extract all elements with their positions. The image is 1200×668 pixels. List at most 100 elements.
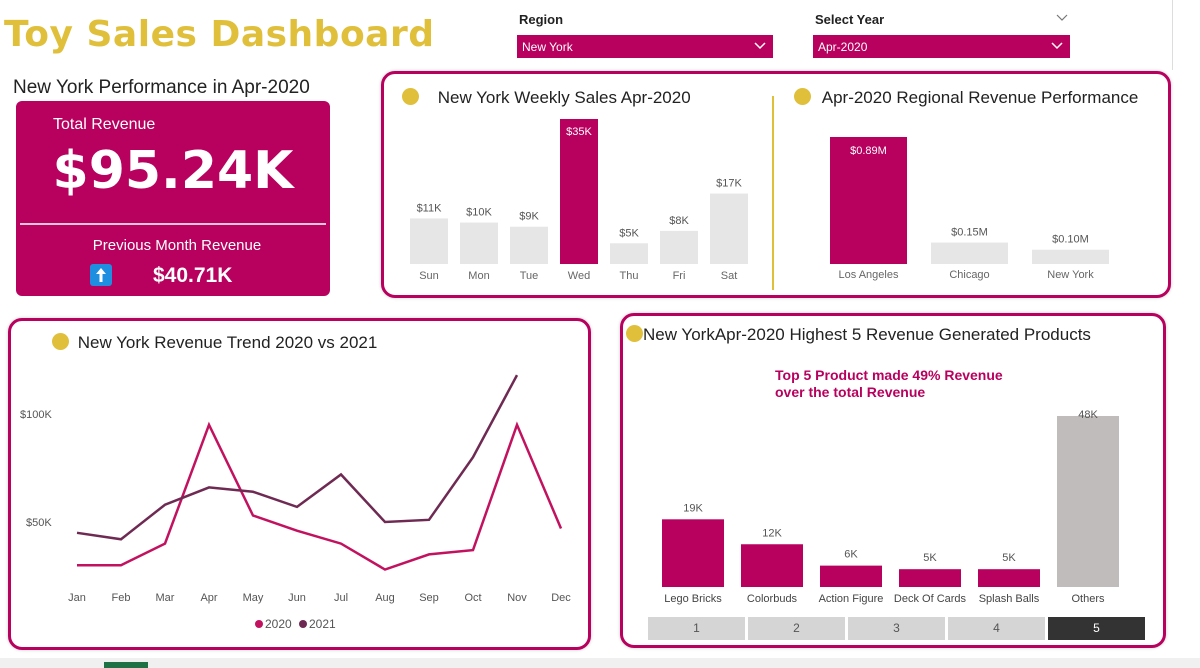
product-bar-label: 19K bbox=[683, 502, 703, 514]
weekly-x-label: Thu bbox=[620, 270, 639, 282]
arrow-up-icon bbox=[90, 264, 112, 286]
weekly-x-label: Fri bbox=[673, 270, 686, 282]
product-bar-label: 6K bbox=[844, 549, 858, 561]
weekly-x-label: Mon bbox=[468, 270, 489, 282]
product-bar-label: 5K bbox=[1002, 552, 1016, 564]
year-slicer-label: Select Year bbox=[815, 12, 885, 27]
top5-note: Top 5 Product made 49% Revenue over the … bbox=[775, 367, 1003, 401]
trend-x-label: Jun bbox=[288, 592, 306, 604]
chevron-down-icon bbox=[1051, 42, 1063, 50]
product-bar-label: 12K bbox=[762, 527, 782, 539]
year-dropdown[interactable]: Apr-2020 bbox=[813, 35, 1070, 58]
product-bar[interactable] bbox=[741, 544, 803, 587]
pager-page-5[interactable]: 5 bbox=[1048, 617, 1145, 640]
trend-series-line[interactable] bbox=[76, 374, 519, 541]
weekly-bar[interactable] bbox=[460, 222, 498, 264]
weekly-x-label: Sat bbox=[721, 270, 738, 282]
performance-title: New York Performance in Apr-2020 bbox=[13, 77, 310, 98]
dashboard-title: Toy Sales Dashboard bbox=[4, 14, 435, 55]
trend-x-label: Aug bbox=[375, 592, 395, 604]
pager-page-3[interactable]: 3 bbox=[848, 617, 945, 640]
total-revenue-label: Total Revenue bbox=[53, 116, 156, 133]
total-revenue-value: $95.24K bbox=[52, 141, 294, 201]
previous-month-value: $40.71K bbox=[153, 264, 233, 287]
page-tab-active[interactable] bbox=[104, 662, 148, 668]
weekly-chart-title: New York Weekly Sales Apr-2020 bbox=[402, 88, 691, 108]
product-bar-label: 5K bbox=[923, 552, 937, 564]
regional-x-label: New York bbox=[1047, 269, 1094, 281]
kpi-card: Total Revenue $95.24K Previous Month Rev… bbox=[16, 101, 330, 296]
regional-chart-title: Apr-2020 Regional Revenue Performance bbox=[794, 88, 1138, 108]
legend-marker bbox=[255, 620, 263, 628]
weekly-bar[interactable] bbox=[610, 243, 648, 264]
legend-marker bbox=[299, 620, 307, 628]
product-bar[interactable] bbox=[662, 519, 724, 587]
product-bar[interactable] bbox=[820, 565, 882, 587]
legend-label[interactable]: 2020 bbox=[265, 617, 292, 631]
bullet-dot-icon bbox=[626, 325, 643, 342]
regional-bar[interactable] bbox=[1032, 249, 1109, 264]
pager-page-1[interactable]: 1 bbox=[648, 617, 745, 640]
region-dropdown[interactable]: New York bbox=[517, 35, 773, 58]
previous-month-label: Previous Month Revenue bbox=[92, 237, 262, 254]
weekly-bar[interactable] bbox=[710, 193, 748, 264]
product-bar[interactable] bbox=[978, 569, 1040, 587]
trend-title-text: New York Revenue Trend 2020 vs 2021 bbox=[77, 333, 378, 352]
regional-bar-label: $0.89M bbox=[850, 145, 887, 157]
weekly-bar-label: $11K bbox=[417, 202, 443, 214]
trend-x-label: Mar bbox=[156, 592, 175, 604]
bullet-dot-icon bbox=[402, 88, 419, 105]
trend-card bbox=[8, 318, 591, 650]
chevron-down-icon[interactable] bbox=[1055, 11, 1069, 25]
top5-title-text: New YorkApr-2020 Highest 5 Revenue Gener… bbox=[643, 325, 1091, 344]
weekly-title-text: New York Weekly Sales Apr-2020 bbox=[437, 88, 691, 107]
product-bar[interactable] bbox=[899, 569, 961, 587]
trend-series-line[interactable] bbox=[77, 421, 563, 571]
bullet-dot-icon bbox=[794, 88, 811, 105]
trend-y-tick: $100K bbox=[20, 409, 52, 421]
year-dropdown-value: Apr-2020 bbox=[818, 40, 868, 54]
product-x-label: Action Figure bbox=[819, 593, 884, 605]
card-divider bbox=[772, 96, 774, 290]
trend-chart-title: New York Revenue Trend 2020 vs 2021 bbox=[52, 333, 377, 353]
trend-y-tick: $50K bbox=[26, 517, 52, 529]
pager-page-4[interactable]: 4 bbox=[948, 617, 1045, 640]
trend-x-label: May bbox=[243, 592, 264, 604]
weekly-x-label: Tue bbox=[520, 270, 539, 282]
product-x-label: Others bbox=[1071, 593, 1105, 605]
chevron-down-icon bbox=[754, 42, 766, 50]
weekly-bar[interactable] bbox=[410, 218, 448, 264]
trend-x-label: Jan bbox=[68, 592, 86, 604]
region-slicer-label: Region bbox=[519, 12, 564, 27]
product-bar-label: 48K bbox=[1078, 409, 1098, 421]
weekly-bar-label: $5K bbox=[619, 227, 639, 239]
regional-bar[interactable] bbox=[931, 242, 1008, 264]
weekly-bar[interactable] bbox=[560, 119, 598, 264]
weekly-bar[interactable] bbox=[510, 226, 548, 264]
product-bar[interactable] bbox=[1057, 416, 1119, 587]
legend-label[interactable]: 2021 bbox=[309, 617, 336, 631]
weekly-sales-chart: $11K Sun $10K Mon $9K Tue $35K Wed $5K Thu $8K Fri $… bbox=[410, 119, 748, 282]
trend-x-label: Oct bbox=[464, 592, 481, 604]
regional-revenue-chart: $0.89M Los Angeles $0.15M Chicago $0.10M New … bbox=[830, 137, 1109, 281]
kpi-divider bbox=[20, 223, 326, 225]
trend-x-label: Apr bbox=[200, 592, 217, 604]
trend-x-label: Nov bbox=[507, 592, 527, 604]
weekly-bar-label: $9K bbox=[519, 211, 539, 223]
trend-x-label: Jul bbox=[334, 592, 348, 604]
top5-products-chart: 19K Lego Bricks 12K Colorbuds 6K Action Figur… bbox=[662, 409, 1119, 605]
pager-page-2[interactable]: 2 bbox=[748, 617, 845, 640]
weekly-bar[interactable] bbox=[660, 230, 698, 264]
trend-x-label: Feb bbox=[112, 592, 131, 604]
product-x-label: Lego Bricks bbox=[664, 593, 722, 605]
weekly-bar-label: $10K bbox=[466, 207, 492, 219]
weekly-bar-label: $8K bbox=[669, 215, 689, 227]
regional-bar[interactable] bbox=[830, 137, 907, 264]
regional-bar-label: $0.10M bbox=[1052, 234, 1089, 246]
weekly-bar-label: $17K bbox=[716, 178, 742, 190]
weekly-bar-label: $35K bbox=[566, 126, 592, 138]
divider bbox=[1172, 0, 1173, 70]
product-x-label: Deck Of Cards bbox=[894, 593, 967, 605]
regional-x-label: Chicago bbox=[949, 269, 989, 281]
top5-note-line2: over the total Revenue bbox=[775, 384, 926, 400]
